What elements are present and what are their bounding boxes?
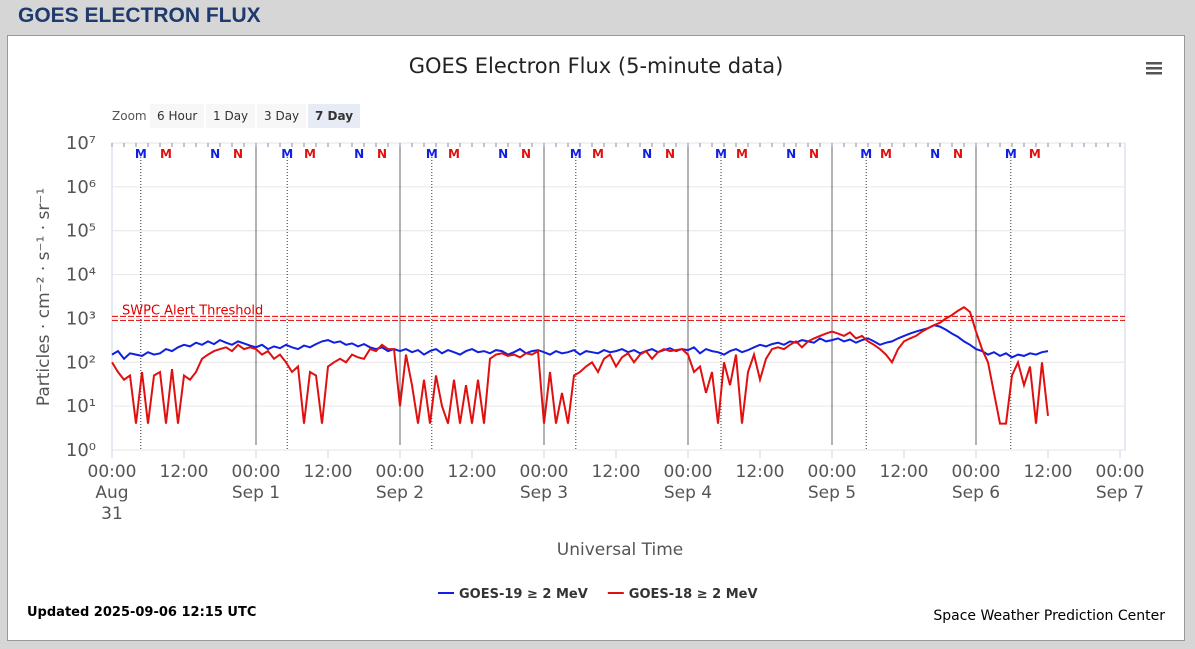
y-tick-label: 10⁵ (66, 221, 96, 242)
x-tick-label: 00:00 Sep 6 (951, 462, 1001, 503)
zoom-button[interactable]: 7 Day (308, 104, 361, 128)
chart-title: GOES Electron Flux (5-minute data) (409, 54, 784, 78)
marker-label: M (426, 147, 438, 161)
marker-label: M (570, 147, 582, 161)
marker-label: M (860, 147, 872, 161)
x-tick-label: 00:00 Sep 7 (1095, 462, 1145, 503)
x-tick-label: 12:00 (879, 462, 929, 482)
marker-label: M (281, 147, 293, 161)
marker-label: M (160, 147, 172, 161)
marker-label: N (210, 147, 220, 161)
page-title: GOES ELECTRON FLUX (18, 4, 261, 27)
marker-label: N (354, 147, 364, 161)
marker-label: N (521, 147, 531, 161)
marker-label: N (233, 147, 243, 161)
marker-label: N (498, 147, 508, 161)
marker-label: M (1005, 147, 1017, 161)
y-axis-title: Particles · cm⁻² · s⁻¹ · sr⁻¹ (34, 188, 54, 406)
marker-label: N (642, 147, 652, 161)
updated: Updated 2025-09-06 12:15 UTC (27, 605, 256, 620)
marker-label: N (930, 147, 940, 161)
panel (7, 35, 1185, 641)
x-tick-label: 12:00 (447, 462, 497, 482)
x-tick-label: 00:00 Sep 3 (519, 462, 569, 503)
marker-label: N (665, 147, 675, 161)
y-tick-label: 10² (66, 352, 96, 373)
x-tick-label: 12:00 (591, 462, 641, 482)
x-tick-label: 00:00 Sep 2 (375, 462, 425, 503)
marker-label: M (880, 147, 892, 161)
marker-label: M (715, 147, 727, 161)
x-tick-label: 12:00 (735, 462, 785, 482)
marker-label: M (135, 147, 147, 161)
y-tick-label: 10⁷ (66, 133, 96, 154)
y-tick-label: 10⁶ (66, 177, 96, 198)
marker-label: N (786, 147, 796, 161)
x-axis-title: Universal Time (557, 540, 683, 560)
zoom-button[interactable]: 3 Day (257, 104, 307, 128)
series-line (111, 305, 1049, 425)
y-tick-label: 10⁰ (66, 440, 96, 461)
zoom-label: Zoom (112, 109, 147, 123)
marker-label: N (377, 147, 387, 161)
plot-area (111, 142, 1126, 451)
marker-label: M (304, 147, 316, 161)
marker-label: M (736, 147, 748, 161)
marker-label: N (809, 147, 819, 161)
x-tick-label: 12:00 (303, 462, 353, 482)
y-tick-label: 10³ (66, 308, 96, 329)
x-tick-label: 00:00 Sep 4 (663, 462, 713, 503)
marker-label: N (953, 147, 963, 161)
menu-icon[interactable] (1146, 62, 1162, 75)
y-tick-label: 10¹ (66, 396, 96, 417)
threshold-label: SWPC Alert Threshold (122, 303, 263, 318)
zoom-button[interactable]: 1 Day (206, 104, 256, 128)
x-tick-label: 00:00 Sep 1 (231, 462, 281, 503)
x-tick-label: 12:00 (159, 462, 209, 482)
series-line (111, 324, 1049, 361)
zoom-button[interactable]: 6 Hour (150, 104, 205, 128)
marker-label: M (592, 147, 604, 161)
legend-label: GOES-19 ≥ 2 MeV (459, 587, 588, 602)
marker-label: M (448, 147, 460, 161)
legend-label: GOES-18 ≥ 2 MeV (629, 587, 758, 602)
x-tick-label: 00:00 Sep 5 (807, 462, 857, 503)
x-tick-label: 00:00 Aug 31 (87, 462, 137, 524)
marker-label: M (1029, 147, 1041, 161)
y-tick-label: 10⁴ (66, 265, 96, 286)
x-tick-label: 12:00 (1023, 462, 1073, 482)
credit: Space Weather Prediction Center (933, 608, 1165, 624)
